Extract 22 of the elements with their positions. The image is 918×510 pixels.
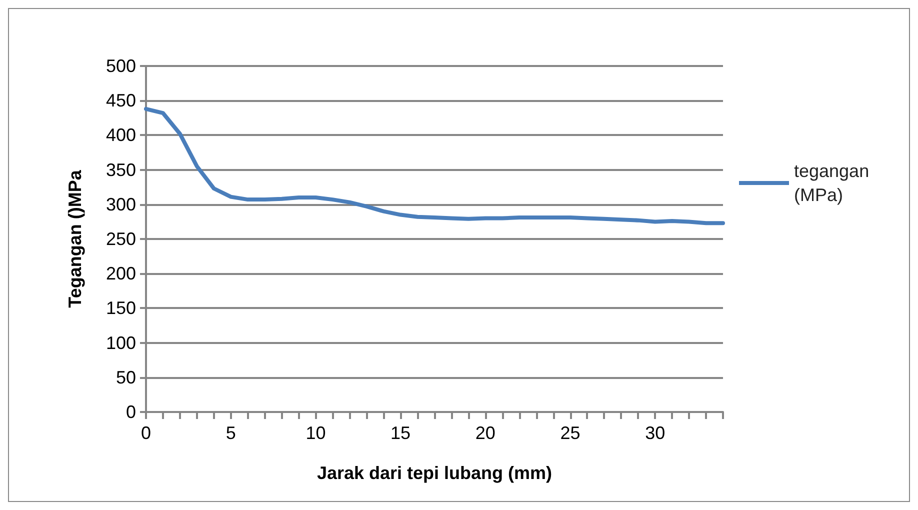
x-tick-label: 25 [560, 423, 580, 443]
x-axis-title: Jarak dari tepi lubang (mm) [316, 463, 552, 483]
y-tick-label: 350 [106, 160, 136, 180]
x-tick-label: 0 [140, 423, 152, 443]
x-tick-label: 10 [306, 423, 326, 443]
y-tick-label: 200 [106, 264, 136, 284]
y-axis-title: Tegangan ()MPa [65, 169, 85, 308]
x-tick-label: 20 [475, 423, 496, 443]
legend-label: tegangan (MPa) [794, 161, 874, 205]
y-tick-label: 500 [106, 56, 136, 76]
y-tick-label: 100 [106, 332, 136, 353]
x-tick-label: 5 [226, 423, 236, 443]
line-series [144, 106, 725, 226]
y-tick-label: 450 [106, 90, 136, 111]
y-tick-label: 0 [126, 402, 136, 422]
x-tick-label: 15 [390, 423, 411, 443]
y-tick-label: 400 [106, 125, 136, 146]
y-tick-label: 150 [106, 298, 136, 318]
x-tick-label: 30 [645, 423, 666, 443]
y-tick-label: 300 [106, 194, 136, 214]
y-tick-label: 50 [116, 367, 136, 388]
y-tick-label: 250 [106, 229, 136, 249]
